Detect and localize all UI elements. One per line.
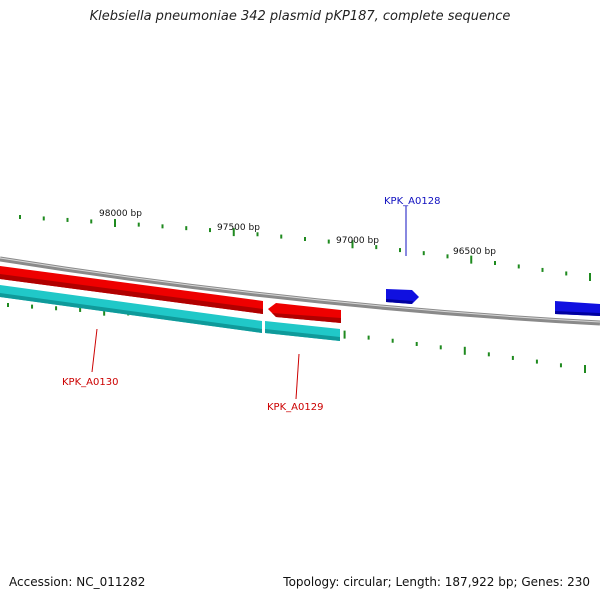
outer-minor-tick	[90, 219, 93, 224]
inner-minor-tick	[391, 338, 394, 343]
cds-segment-kpk-a0129-shade	[265, 329, 340, 341]
leader-line-kpk-a0130	[91, 328, 98, 373]
outer-minor-tick	[137, 222, 140, 227]
outer-minor-tick	[185, 226, 188, 231]
accession-text: Accession: NC_011282	[9, 575, 146, 589]
topology-summary: Topology: circular; Length: 187,922 bp; …	[283, 575, 590, 589]
outer-minor-tick	[304, 237, 306, 241]
position-label-97500: 97500 bp	[217, 223, 260, 233]
gene-label-kpk-a0128[interactable]: KPK_A0128	[384, 196, 440, 207]
position-label-97000: 97000 bp	[336, 236, 379, 246]
outer-major-tick	[351, 240, 354, 249]
inner-minor-tick	[55, 306, 58, 311]
outer-minor-tick	[66, 217, 69, 222]
outer-minor-tick	[517, 264, 520, 269]
inner-major-tick	[343, 330, 346, 339]
cds-segment-kpk-a0130-shade	[0, 293, 262, 333]
inner-minor-tick	[7, 303, 9, 307]
outer-major-tick	[470, 255, 473, 264]
gene-arrow-kpk-a0130-shade	[0, 274, 263, 314]
inner-major-tick	[103, 307, 106, 316]
inner-minor-tick	[487, 352, 490, 357]
outer-minor-tick	[399, 248, 401, 253]
map-title: Klebsiella pneumoniae 342 plasmid pKP187…	[89, 9, 511, 24]
outer-minor-tick	[422, 251, 425, 256]
inner-minor-tick	[367, 335, 370, 340]
outer-major-tick	[589, 273, 591, 281]
position-label-98000: 98000 bp	[99, 209, 142, 219]
inner-minor-tick	[511, 355, 514, 360]
plasmid-backbone-highlight	[0, 257, 600, 323]
outer-minor-tick	[256, 232, 259, 237]
position-label-96500: 96500 bp	[453, 247, 496, 257]
outer-minor-tick	[327, 239, 330, 244]
inner-major-tick	[463, 346, 466, 355]
gene-label-kpk-a0129[interactable]: KPK_A0129	[267, 402, 323, 413]
outer-major-tick	[114, 219, 116, 227]
inner-minor-tick	[415, 341, 418, 346]
inner-minor-tick	[31, 304, 34, 309]
outer-minor-tick	[161, 224, 164, 229]
inner-minor-tick	[79, 307, 82, 312]
gene-arrow-next-shade	[555, 311, 600, 316]
gene-arrow-kpk-a0128-shade	[386, 299, 413, 304]
outer-minor-tick	[494, 261, 496, 265]
gene-label-kpk-a0130[interactable]: KPK_A0130	[62, 377, 118, 388]
outer-major-tick	[232, 228, 235, 237]
inner-major-tick	[584, 365, 586, 373]
outer-minor-tick	[565, 271, 568, 276]
outer-minor-tick	[42, 216, 45, 221]
outer-minor-tick	[446, 254, 449, 259]
outer-minor-tick	[375, 245, 378, 250]
inner-minor-tick	[439, 345, 442, 350]
outer-minor-tick	[541, 267, 544, 272]
gene-arrow-kpk-a0129-shade	[272, 313, 341, 323]
inner-minor-tick	[559, 363, 562, 368]
outer-minor-tick	[19, 215, 21, 219]
outer-minor-tick	[280, 234, 283, 239]
outer-minor-tick	[209, 228, 211, 233]
plasmid-backbone	[0, 256, 600, 326]
leader-line-kpk-a0129	[295, 353, 300, 400]
inner-minor-tick	[535, 359, 538, 364]
